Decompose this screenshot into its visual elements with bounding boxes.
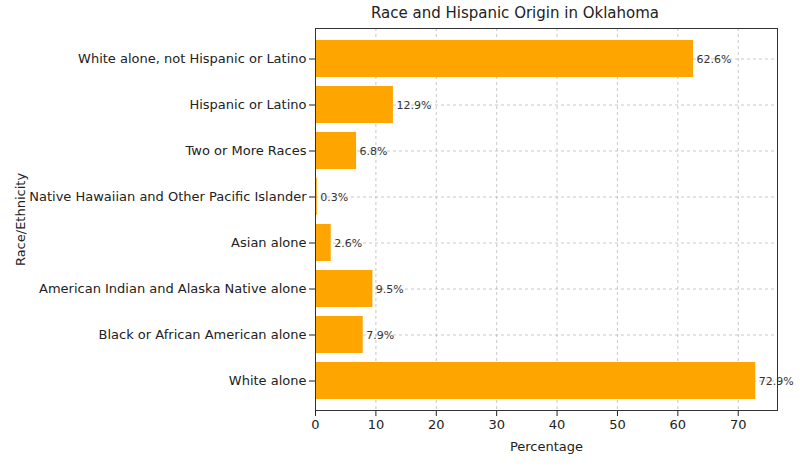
svg-text:50: 50 — [609, 417, 626, 432]
svg-text:10: 10 — [368, 417, 385, 432]
html-text:Race and Hispanic Origin in Ok: Race and Hispanic Origin in Oklahoma — [371, 4, 659, 22]
svg-text:Race/Ethnicity: Race/Ethnicity — [13, 173, 28, 266]
svg-text:White alone, not Hispanic or L: White alone, not Hispanic or Latino — [78, 51, 306, 66]
svg-text:Two or More Races: Two or More Races — [185, 143, 307, 158]
svg-text:72.9%: 72.9% — [759, 375, 794, 388]
svg-text:12.9%: 12.9% — [396, 99, 431, 112]
svg-text:0: 0 — [311, 417, 319, 432]
svg-text:Black or African American alon: Black or African American alone — [99, 327, 307, 342]
svg-text:0.3%: 0.3% — [320, 191, 348, 204]
svg-text:40: 40 — [549, 417, 566, 432]
svg-text:6.8%: 6.8% — [360, 145, 388, 158]
svg-text:70: 70 — [730, 417, 747, 432]
svg-text:White alone: White alone — [229, 373, 307, 388]
svg-text:American Indian and Alaska Nat: American Indian and Alaska Native alone — [39, 281, 307, 296]
svg-text:Native Hawaiian and Other Paci: Native Hawaiian and Other Pacific Island… — [29, 189, 307, 204]
svg-text:30: 30 — [488, 417, 505, 432]
svg-text:Asian alone: Asian alone — [231, 235, 306, 250]
svg-text:Percentage: Percentage — [510, 439, 583, 454]
svg-text:9.5%: 9.5% — [376, 283, 404, 296]
svg-text:20: 20 — [428, 417, 445, 432]
svg-text:7.9%: 7.9% — [366, 329, 394, 342]
svg-text:Hispanic or Latino: Hispanic or Latino — [189, 97, 306, 112]
svg-text:60: 60 — [670, 417, 687, 432]
svg-text:2.6%: 2.6% — [334, 237, 362, 250]
svg-text:62.6%: 62.6% — [697, 53, 732, 66]
